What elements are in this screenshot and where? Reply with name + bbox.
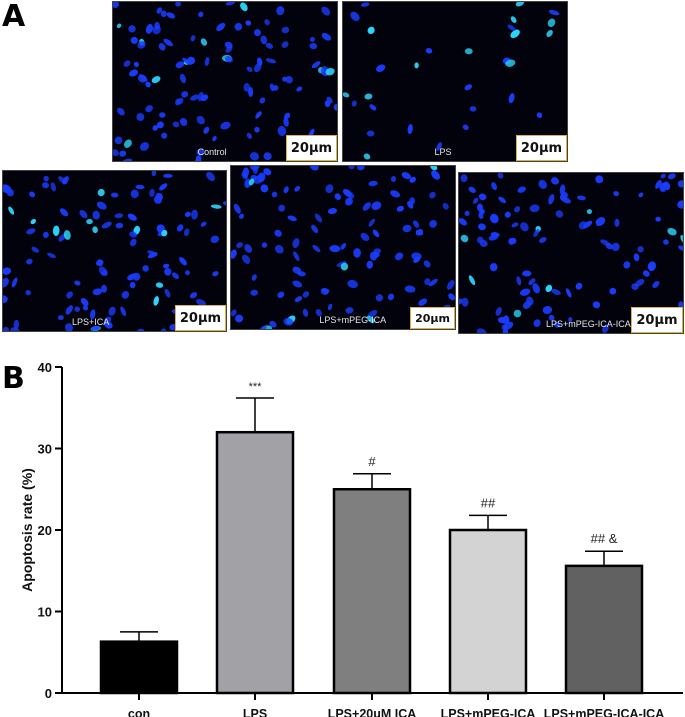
micrograph-control: Control 20μm: [112, 1, 338, 162]
y-tick-label: 30: [38, 442, 52, 457]
x-tick-label: LPS: [243, 707, 267, 717]
scale-bar-label: 20μm: [175, 305, 226, 331]
bar-lps-mpeg-ica-ica: [564, 564, 644, 695]
bar-lps-mpeg-ica: [448, 528, 528, 695]
apoptosis-bar-chart: 0 10 20 30 40 Apoptosis rate (%) con LPS *** LPS+…: [19, 360, 683, 717]
y-axis-label: Apoptosis rate (%): [19, 468, 35, 592]
x-tick-label: LPS+20μM ICA: [328, 707, 417, 717]
nuclei-stain-image: [3, 171, 226, 331]
significance-annotation: ## &: [591, 531, 618, 546]
condition-label: LPS+ICA: [72, 317, 110, 327]
condition-label: LPS+mPEG-ICA-ICA: [545, 319, 631, 329]
condition-label: LPS+mPEG-ICA: [319, 315, 387, 325]
scale-bar-label: 20μm: [286, 135, 337, 161]
bar-lps: [215, 430, 295, 695]
bar-con: [99, 640, 179, 695]
scale-bar-label: 20μm: [516, 135, 567, 161]
panel-a-label: A: [2, 0, 26, 34]
x-tick-label: con: [128, 707, 150, 717]
y-tick-label: 20: [38, 523, 52, 538]
micrograph-lps-ica: LPS+ICA 20μm: [2, 170, 227, 332]
significance-annotation: ##: [481, 495, 496, 510]
micrograph-lps: LPS 20μm: [342, 1, 568, 162]
micrograph-lps-mpeg-ica-ica: LPS+mPEG-ICA-ICA 20μm: [458, 172, 684, 334]
significance-annotation: #: [368, 454, 376, 469]
significance-annotation: ***: [249, 381, 263, 393]
scale-bar-label: 20μm: [410, 307, 455, 329]
y-tick-label: 0: [45, 686, 52, 701]
bar-lps-20-m-ica: [332, 488, 412, 695]
nuclei-stain-image: [231, 166, 455, 329]
scale-bar-label: 20μm: [631, 307, 683, 333]
y-tick-label: 40: [38, 360, 52, 375]
nuclei-stain-image: [113, 2, 337, 161]
y-tick-label: 10: [38, 605, 52, 620]
panel-b-label: B: [2, 361, 25, 396]
condition-label: LPS: [434, 147, 452, 157]
x-tick-label: LPS+mPEG-ICA: [441, 707, 536, 717]
condition-label: Control: [197, 147, 227, 157]
x-tick-label: LPS+mPEG-ICA-ICA: [544, 707, 665, 717]
micrograph-lps-mpeg-ica: LPS+mPEG-ICA 20μm: [230, 165, 456, 330]
